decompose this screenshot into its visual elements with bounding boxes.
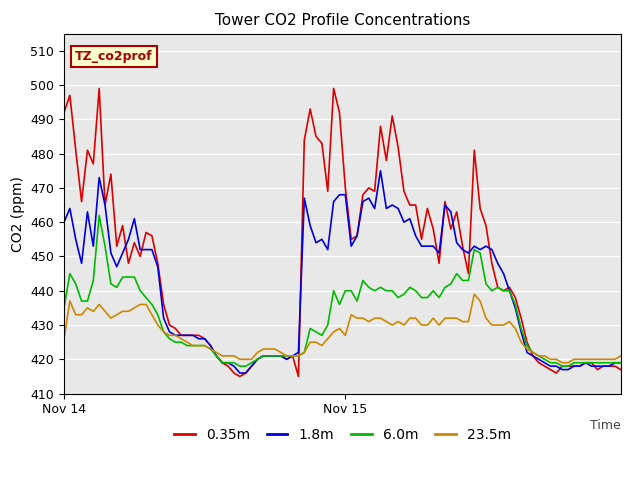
6.0m xyxy=(371,288,378,294)
1.8m xyxy=(218,360,226,366)
0.35m xyxy=(371,189,378,194)
1.8m xyxy=(582,360,589,366)
Text: Time: Time xyxy=(590,419,621,432)
1.8m xyxy=(617,360,625,366)
Line: 0.35m: 0.35m xyxy=(64,88,621,376)
23.5m xyxy=(342,333,349,338)
0.35m xyxy=(95,85,103,91)
Line: 1.8m: 1.8m xyxy=(64,171,621,373)
23.5m xyxy=(300,349,308,355)
23.5m xyxy=(136,301,144,307)
6.0m xyxy=(582,360,589,366)
6.0m xyxy=(142,295,150,300)
0.35m xyxy=(353,233,361,239)
6.0m xyxy=(60,305,68,311)
23.5m xyxy=(582,357,589,362)
0.35m xyxy=(236,373,244,379)
0.35m xyxy=(224,363,232,369)
1.8m xyxy=(60,219,68,225)
23.5m xyxy=(60,336,68,342)
1.8m xyxy=(307,223,314,228)
Title: Tower CO2 Profile Concentrations: Tower CO2 Profile Concentrations xyxy=(214,13,470,28)
0.35m xyxy=(60,109,68,115)
23.5m xyxy=(218,353,226,359)
23.5m xyxy=(470,291,478,297)
23.5m xyxy=(359,315,367,321)
23.5m xyxy=(558,360,566,366)
0.35m xyxy=(617,367,625,372)
6.0m xyxy=(353,298,361,304)
1.8m xyxy=(348,243,355,249)
0.35m xyxy=(582,360,589,366)
1.8m xyxy=(365,195,372,201)
6.0m xyxy=(617,360,625,366)
Line: 23.5m: 23.5m xyxy=(64,294,621,363)
0.35m xyxy=(142,229,150,235)
6.0m xyxy=(312,329,320,335)
Text: TZ_co2prof: TZ_co2prof xyxy=(75,50,153,63)
6.0m xyxy=(236,363,244,369)
0.35m xyxy=(312,133,320,139)
1.8m xyxy=(136,247,144,252)
23.5m xyxy=(617,353,625,359)
Line: 6.0m: 6.0m xyxy=(64,216,621,366)
Legend: 0.35m, 1.8m, 6.0m, 23.5m: 0.35m, 1.8m, 6.0m, 23.5m xyxy=(168,423,516,448)
1.8m xyxy=(377,168,385,174)
6.0m xyxy=(95,213,103,218)
Y-axis label: CO2 (ppm): CO2 (ppm) xyxy=(11,176,25,252)
6.0m xyxy=(224,360,232,366)
1.8m xyxy=(236,370,244,376)
